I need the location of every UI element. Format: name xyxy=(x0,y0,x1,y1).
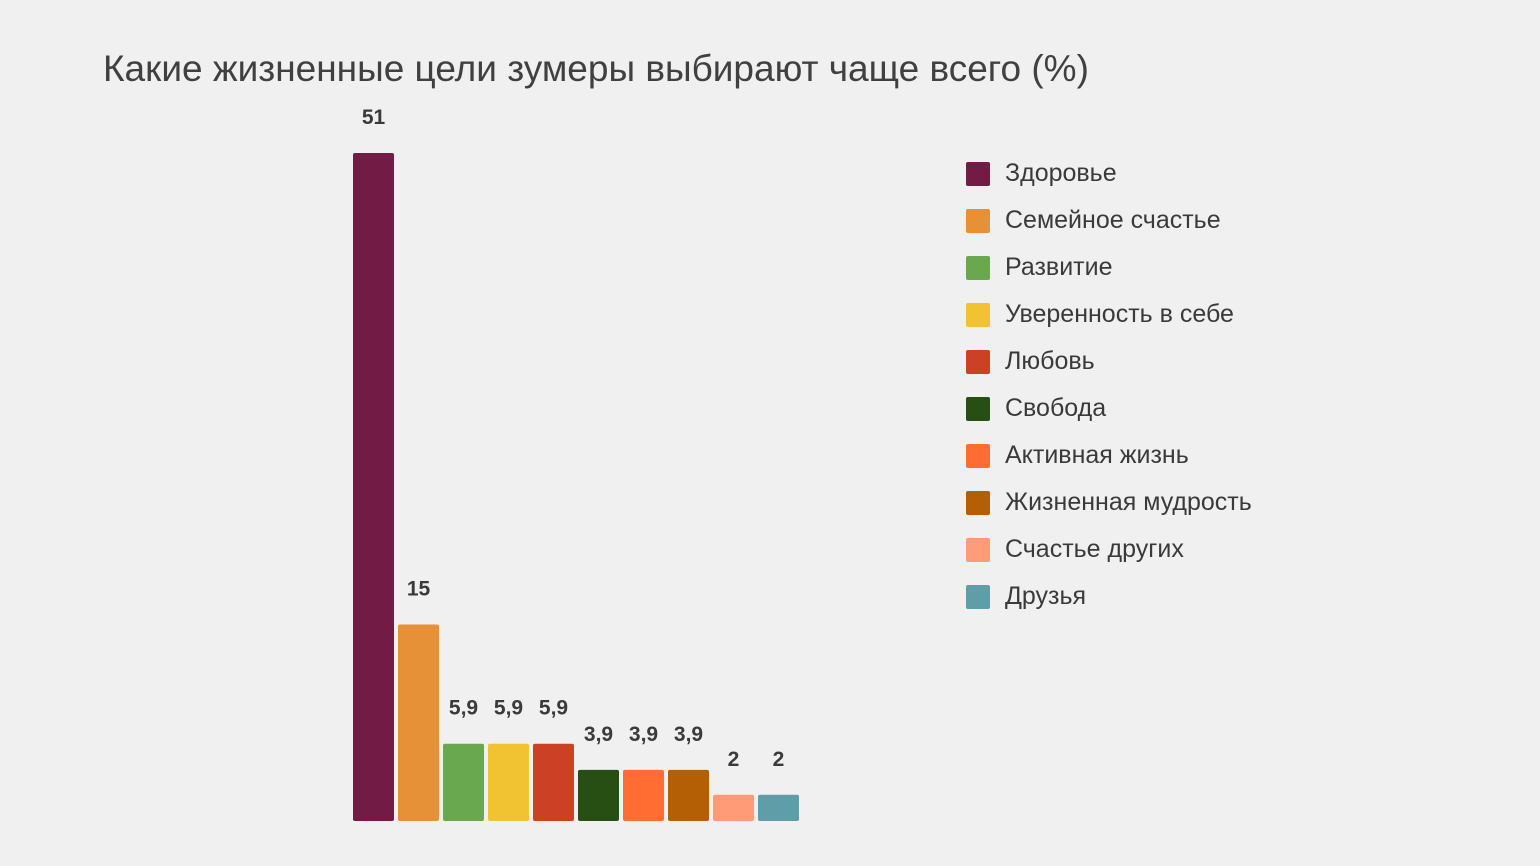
bar-3 xyxy=(443,743,484,821)
bar-value-label-6: 3,9 xyxy=(584,723,613,746)
bar-value-label-4: 5,9 xyxy=(494,697,523,720)
bar-value-label-5: 5,9 xyxy=(539,697,568,720)
legend-swatch xyxy=(966,537,990,562)
legend-swatch xyxy=(966,208,990,233)
bar-8 xyxy=(668,769,709,821)
legend-label: Счастье других xyxy=(1005,535,1184,563)
legend-item: Здоровье xyxy=(966,150,1252,197)
legend-item: Активная жизнь xyxy=(966,432,1252,479)
legend-label: Семейное счастье xyxy=(1005,206,1221,234)
legend-swatch xyxy=(966,161,990,186)
legend-label: Развитие xyxy=(1005,253,1113,281)
bar-value-label-2: 15 xyxy=(407,578,431,601)
legend-label: Любовь xyxy=(1005,347,1095,375)
bar-1 xyxy=(353,153,394,821)
legend-item: Любовь xyxy=(966,338,1252,385)
legend-swatch xyxy=(966,255,990,280)
legend-swatch xyxy=(966,396,990,421)
legend-item: Друзья xyxy=(966,573,1252,620)
bar-value-label-7: 3,9 xyxy=(629,723,658,746)
bar-7 xyxy=(623,769,664,821)
legend-label: Здоровье xyxy=(1005,159,1117,187)
bar-2 xyxy=(398,624,439,821)
bar-value-label-3: 5,9 xyxy=(449,697,478,720)
legend-label: Уверенность в себе xyxy=(1005,300,1234,328)
legend-item: Уверенность в себе xyxy=(966,291,1252,338)
bar-4 xyxy=(488,743,529,821)
chart-legend: Здоровье Семейное счастье Развитие Уверенно… xyxy=(966,150,1252,620)
legend-label: Свобода xyxy=(1005,394,1107,422)
bar-6 xyxy=(578,769,619,821)
bar-value-label-8: 3,9 xyxy=(674,723,703,746)
legend-item: Развитие xyxy=(966,244,1252,291)
legend-swatch xyxy=(966,443,990,468)
bar-value-label-9: 2 xyxy=(728,748,740,771)
legend-swatch xyxy=(966,584,990,609)
legend-swatch xyxy=(966,490,990,515)
bar-value-label-1: 51 xyxy=(362,106,386,129)
bar-5 xyxy=(533,743,574,821)
bar-9 xyxy=(713,794,754,821)
legend-label: Жизненная мудрость xyxy=(1005,488,1252,516)
legend-swatch xyxy=(966,349,990,374)
bar-value-label-10: 2 xyxy=(773,748,785,771)
chart-title: Какие жизненные цели зумеры выбирают чащ… xyxy=(103,48,1089,89)
legend-label: Активная жизнь xyxy=(1005,441,1189,469)
legend-item: Счастье других xyxy=(966,526,1252,573)
legend-label: Друзья xyxy=(1005,582,1087,610)
legend-item: Свобода xyxy=(966,385,1252,432)
legend-swatch xyxy=(966,302,990,327)
bar-10 xyxy=(758,794,799,821)
legend-item: Семейное счастье xyxy=(966,197,1252,244)
legend-item: Жизненная мудрость xyxy=(966,479,1252,526)
